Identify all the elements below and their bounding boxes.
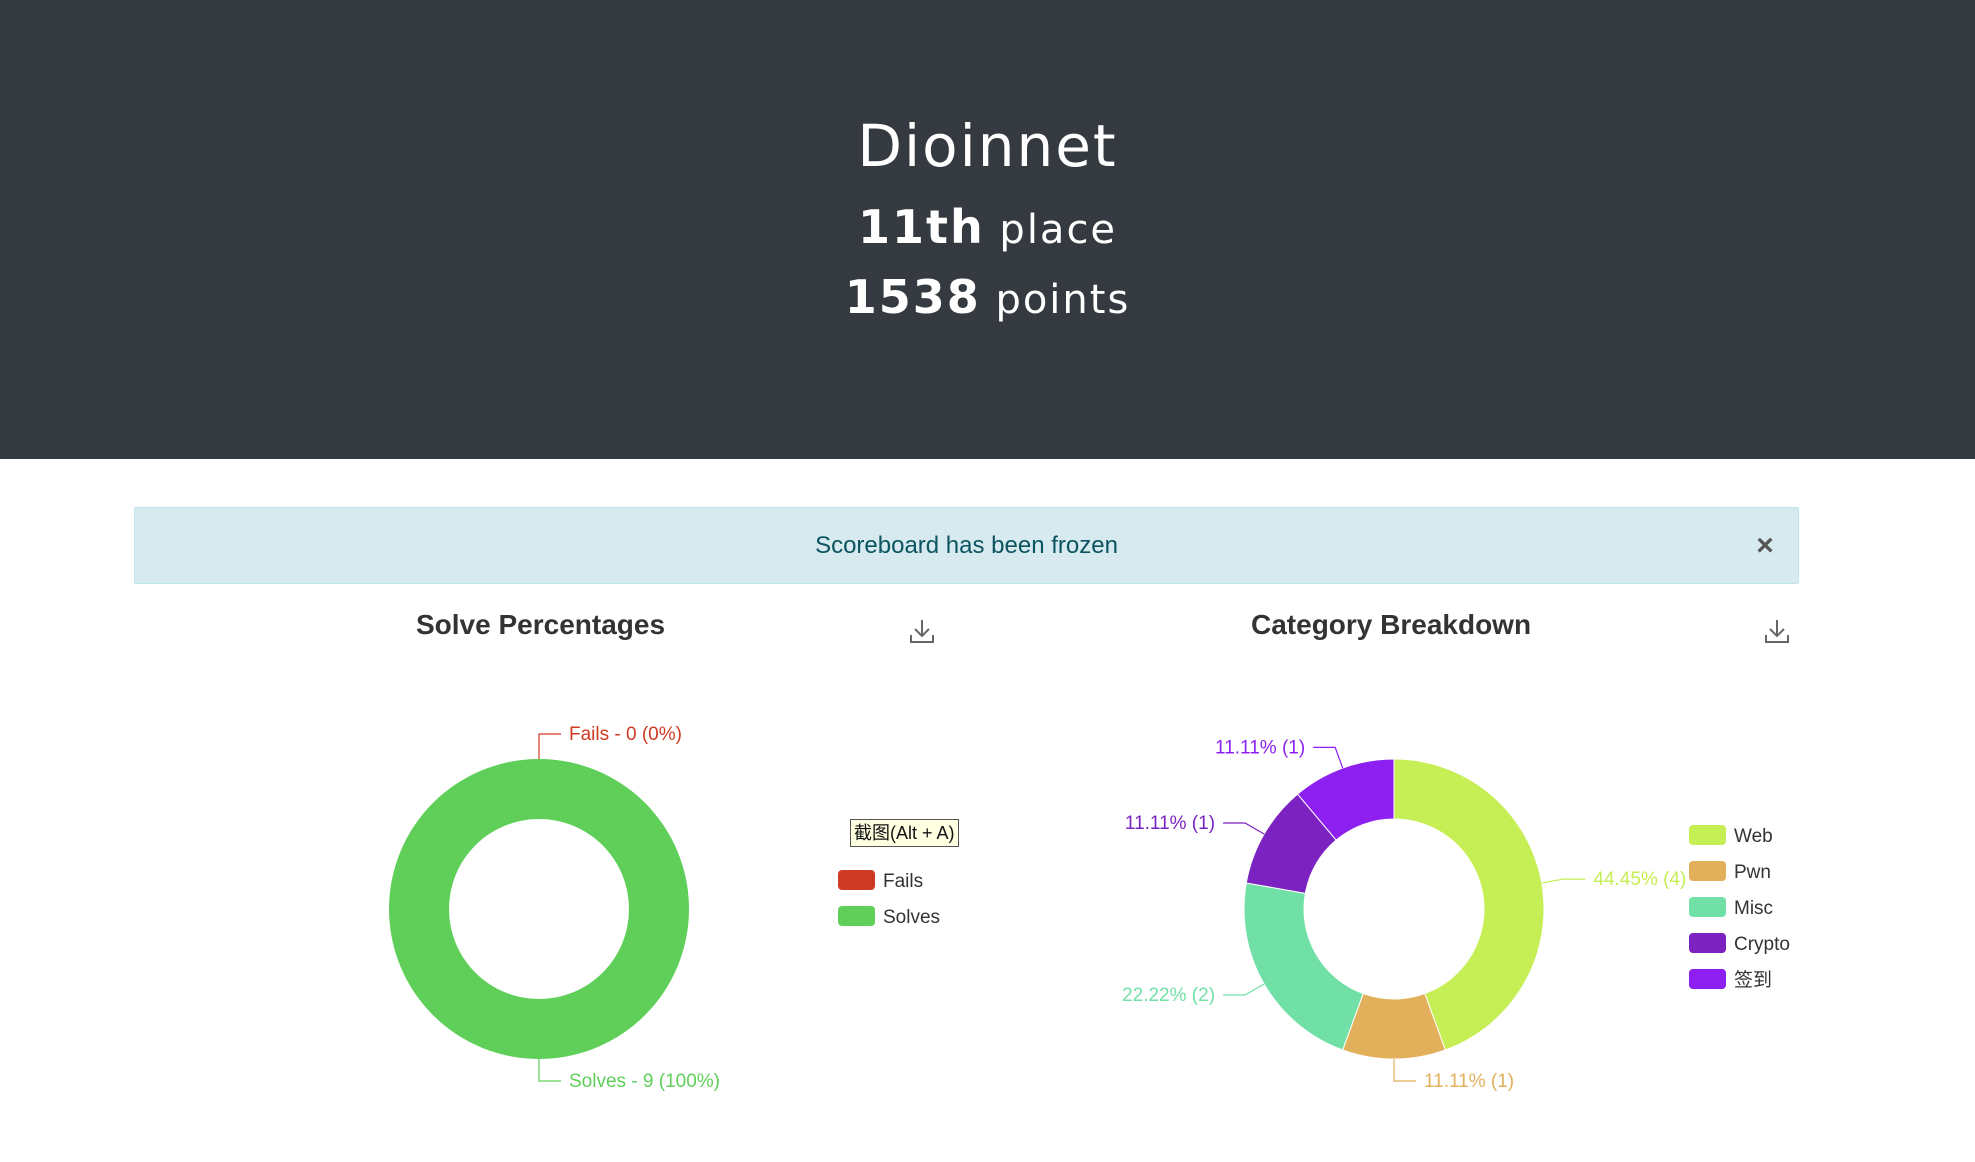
- label-leader-line: [1393, 1059, 1416, 1082]
- screenshot-tooltip: 截图(Alt + A): [850, 819, 959, 847]
- legend-label[interactable]: 签到: [1734, 969, 1772, 991]
- team-points: 1538 points: [0, 270, 1975, 324]
- download-icon[interactable]: [1763, 617, 1791, 645]
- data-label: Solves - 9 (100%): [569, 1071, 720, 1092]
- data-label: 11.11% (1): [1424, 1071, 1514, 1092]
- pie-slice-misc[interactable]: [1243, 882, 1364, 1051]
- team-name: Dioinnet: [857, 112, 1118, 180]
- download-icon[interactable]: [908, 617, 936, 645]
- data-label: Fails - 0 (0%): [569, 724, 682, 745]
- legend-label[interactable]: Fails: [883, 871, 923, 892]
- data-label: 11.11% (1): [1125, 813, 1215, 834]
- pie-slice-solves[interactable]: [389, 759, 689, 1059]
- label-leader-line: [1541, 878, 1586, 884]
- legend-swatch-fails[interactable]: [838, 870, 875, 890]
- legend-swatch-solves[interactable]: [838, 906, 875, 926]
- team-header: Dioinnet 11th place 1538 points: [0, 0, 1975, 459]
- legend-swatch-pwn[interactable]: [1689, 861, 1726, 881]
- frozen-alert: Scoreboard has been frozen ×: [134, 507, 1799, 584]
- label-leader-line: [1223, 983, 1265, 996]
- legend-label[interactable]: Crypto: [1734, 934, 1790, 955]
- legend-swatch-crypto[interactable]: [1689, 933, 1726, 953]
- label-leader-line: [1313, 746, 1344, 769]
- legend-label[interactable]: Solves: [883, 907, 940, 928]
- legend-label[interactable]: Misc: [1734, 898, 1773, 919]
- data-label: 22.22% (2): [1122, 985, 1215, 1006]
- points-label: points: [995, 277, 1131, 323]
- label-leader-line: [538, 733, 561, 759]
- pie-slice-web[interactable]: [1393, 758, 1545, 1051]
- pie-slice--[interactable]: [1296, 758, 1395, 841]
- legend-label[interactable]: Pwn: [1734, 862, 1771, 883]
- solve-percentages-title: Solve Percentages: [416, 609, 666, 640]
- place-label: place: [999, 207, 1118, 253]
- legend-swatch-misc[interactable]: [1689, 897, 1726, 917]
- data-label: 44.45% (4): [1593, 869, 1686, 890]
- data-label: 11.11% (1): [1215, 737, 1305, 758]
- legend-swatch-web[interactable]: [1689, 825, 1726, 845]
- place-number: 11th: [857, 200, 985, 254]
- alert-message: Scoreboard has been frozen: [815, 532, 1118, 559]
- legend-label[interactable]: Web: [1734, 826, 1773, 847]
- category-breakdown-title: Category Breakdown: [1251, 609, 1532, 640]
- legend-swatch--[interactable]: [1689, 969, 1726, 989]
- label-leader-line: [538, 1059, 561, 1082]
- close-icon[interactable]: ×: [1756, 529, 1774, 562]
- team-place: 11th place: [0, 200, 1975, 254]
- points-number: 1538: [844, 270, 981, 324]
- label-leader-line: [1223, 822, 1265, 835]
